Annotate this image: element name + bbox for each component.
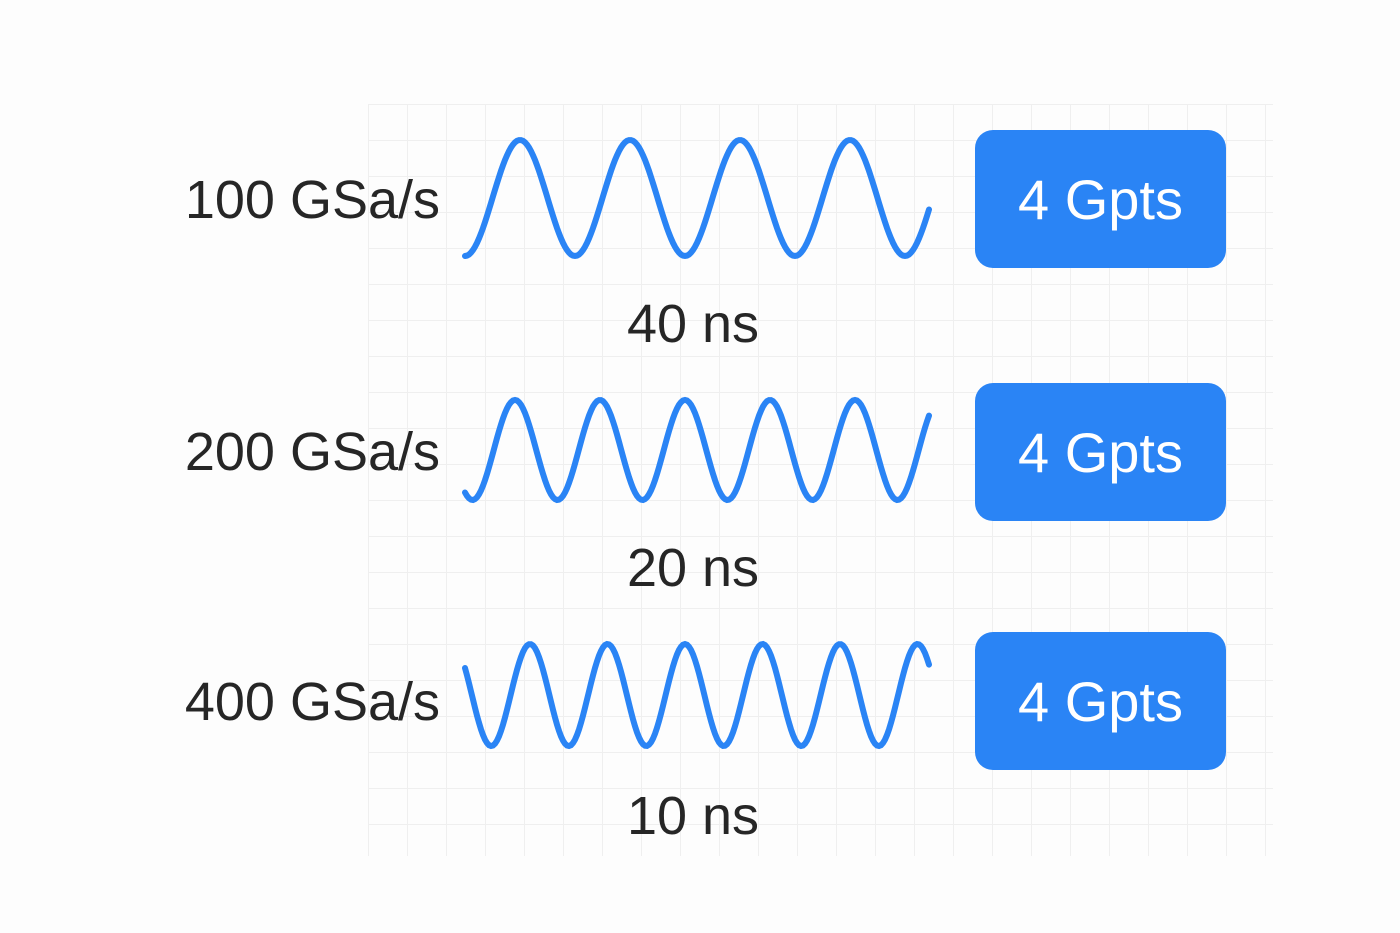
sine-wave <box>462 640 932 750</box>
sine-wave <box>462 137 932 260</box>
duration-label: 40 ns <box>626 294 760 354</box>
points-badge: 4 Gpts <box>975 383 1226 521</box>
sample-rate-label: 400 GSa/s <box>184 672 440 732</box>
duration-label: 20 ns <box>626 538 760 598</box>
sample-rate-label: 200 GSa/s <box>184 422 440 482</box>
points-badge: 4 Gpts <box>975 130 1226 268</box>
sine-wave <box>462 396 932 504</box>
sample-rate-label: 100 GSa/s <box>184 170 440 230</box>
duration-label: 10 ns <box>626 786 760 846</box>
points-badge: 4 Gpts <box>975 632 1226 770</box>
